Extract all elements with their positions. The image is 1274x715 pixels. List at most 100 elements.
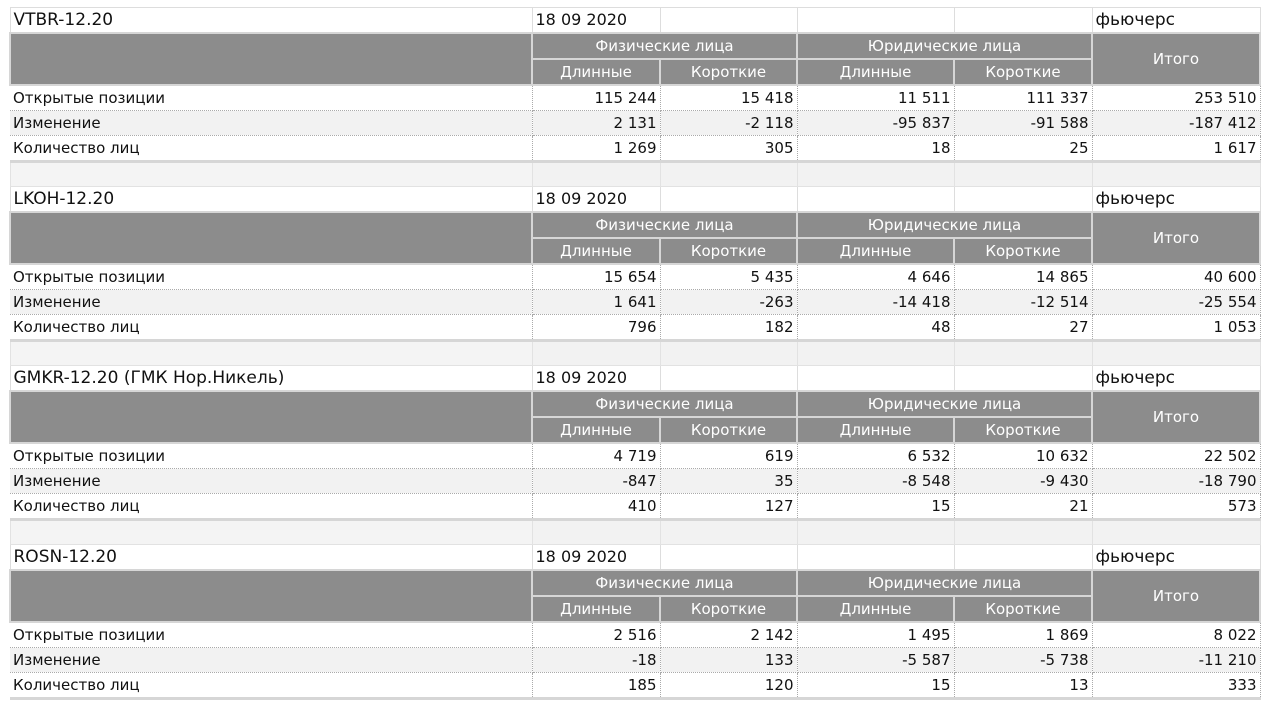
date-cell[interactable]: 18 09 2020: [531, 7, 661, 34]
empty-cell[interactable]: [953, 340, 1093, 366]
value-cell[interactable]: 410: [532, 493, 661, 521]
header-blank-cell[interactable]: [9, 569, 533, 623]
value-cell[interactable]: 120: [660, 672, 798, 700]
empty-cell[interactable]: [796, 365, 955, 392]
value-cell[interactable]: 15: [797, 672, 955, 700]
header-individuals[interactable]: Физические лица: [531, 390, 798, 418]
header-blank-cell[interactable]: [9, 32, 533, 86]
value-cell[interactable]: 573: [1092, 493, 1261, 521]
value-cell[interactable]: 4 719: [532, 443, 661, 469]
empty-cell[interactable]: [659, 340, 798, 366]
value-cell[interactable]: 115 244: [532, 85, 661, 111]
header-legal[interactable]: Юридические лица: [796, 211, 1093, 239]
type-cell[interactable]: фьючерс: [1091, 7, 1261, 34]
header-total[interactable]: Итого: [1091, 32, 1261, 86]
value-cell[interactable]: -847: [532, 468, 661, 494]
value-cell[interactable]: 11 511: [797, 85, 955, 111]
empty-cell[interactable]: [659, 186, 798, 213]
value-cell[interactable]: 2 142: [660, 622, 798, 648]
value-cell[interactable]: 1 269: [532, 135, 661, 163]
value-cell[interactable]: 1 495: [797, 622, 955, 648]
date-cell[interactable]: 18 09 2020: [531, 365, 661, 392]
value-cell[interactable]: 48: [797, 314, 955, 342]
value-cell[interactable]: 2 131: [532, 110, 661, 136]
empty-cell[interactable]: [659, 161, 798, 187]
value-cell[interactable]: 185: [532, 672, 661, 700]
empty-cell[interactable]: [531, 519, 661, 545]
row-label[interactable]: Количество лиц: [10, 135, 533, 163]
type-cell[interactable]: фьючерс: [1091, 544, 1261, 571]
ticker-cell[interactable]: VTBR-12.20: [9, 7, 533, 34]
empty-cell[interactable]: [796, 186, 955, 213]
value-cell[interactable]: 182: [660, 314, 798, 342]
header-short[interactable]: Короткие: [953, 58, 1093, 86]
value-cell[interactable]: 40 600: [1092, 264, 1261, 290]
value-cell[interactable]: 2 516: [532, 622, 661, 648]
empty-cell[interactable]: [796, 340, 955, 366]
value-cell[interactable]: 8 022: [1092, 622, 1261, 648]
header-long[interactable]: Длинные: [796, 237, 955, 265]
empty-cell[interactable]: [953, 186, 1093, 213]
value-cell[interactable]: 4 646: [797, 264, 955, 290]
value-cell[interactable]: 15: [797, 493, 955, 521]
ticker-cell[interactable]: LKOH-12.20: [9, 186, 533, 213]
row-label[interactable]: Открытые позиции: [10, 264, 533, 290]
value-cell[interactable]: -95 837: [797, 110, 955, 136]
header-legal[interactable]: Юридические лица: [796, 569, 1093, 597]
row-label[interactable]: Изменение: [10, 289, 533, 315]
value-cell[interactable]: -263: [660, 289, 798, 315]
row-label[interactable]: Изменение: [10, 468, 533, 494]
header-total[interactable]: Итого: [1091, 211, 1261, 265]
empty-cell[interactable]: [796, 7, 955, 34]
row-label[interactable]: Количество лиц: [10, 314, 533, 342]
ticker-cell[interactable]: ROSN-12.20: [9, 544, 533, 571]
header-long[interactable]: Длинные: [531, 58, 661, 86]
empty-cell[interactable]: [659, 365, 798, 392]
header-short[interactable]: Короткие: [659, 58, 798, 86]
ticker-cell[interactable]: GMKR-12.20 (ГМК Нор.Никель): [9, 365, 533, 392]
empty-cell[interactable]: [9, 519, 533, 545]
empty-cell[interactable]: [953, 519, 1093, 545]
empty-cell[interactable]: [9, 340, 533, 366]
header-long[interactable]: Длинные: [796, 58, 955, 86]
empty-cell[interactable]: [953, 365, 1093, 392]
row-label[interactable]: Изменение: [10, 110, 533, 136]
value-cell[interactable]: -2 118: [660, 110, 798, 136]
value-cell[interactable]: 127: [660, 493, 798, 521]
header-short[interactable]: Короткие: [953, 416, 1093, 444]
header-long[interactable]: Длинные: [531, 595, 661, 623]
empty-cell[interactable]: [1091, 340, 1261, 366]
value-cell[interactable]: -18 790: [1092, 468, 1261, 494]
header-long[interactable]: Длинные: [531, 416, 661, 444]
value-cell[interactable]: 22 502: [1092, 443, 1261, 469]
empty-cell[interactable]: [9, 161, 533, 187]
value-cell[interactable]: 305: [660, 135, 798, 163]
header-long[interactable]: Длинные: [531, 237, 661, 265]
value-cell[interactable]: 18: [797, 135, 955, 163]
value-cell[interactable]: 10 632: [954, 443, 1093, 469]
header-short[interactable]: Короткие: [659, 595, 798, 623]
type-cell[interactable]: фьючерс: [1091, 186, 1261, 213]
value-cell[interactable]: 15 654: [532, 264, 661, 290]
header-blank-cell[interactable]: [9, 211, 533, 265]
value-cell[interactable]: -5 738: [954, 647, 1093, 673]
value-cell[interactable]: 25: [954, 135, 1093, 163]
value-cell[interactable]: 14 865: [954, 264, 1093, 290]
value-cell[interactable]: 1 053: [1092, 314, 1261, 342]
header-individuals[interactable]: Физические лица: [531, 211, 798, 239]
header-short[interactable]: Короткие: [953, 237, 1093, 265]
empty-cell[interactable]: [1091, 519, 1261, 545]
value-cell[interactable]: 15 418: [660, 85, 798, 111]
value-cell[interactable]: 27: [954, 314, 1093, 342]
header-short[interactable]: Короткие: [953, 595, 1093, 623]
value-cell[interactable]: 253 510: [1092, 85, 1261, 111]
row-label[interactable]: Открытые позиции: [10, 443, 533, 469]
empty-cell[interactable]: [1091, 161, 1261, 187]
value-cell[interactable]: 133: [660, 647, 798, 673]
value-cell[interactable]: 5 435: [660, 264, 798, 290]
value-cell[interactable]: 1 641: [532, 289, 661, 315]
value-cell[interactable]: -11 210: [1092, 647, 1261, 673]
header-short[interactable]: Короткие: [659, 416, 798, 444]
header-individuals[interactable]: Физические лица: [531, 569, 798, 597]
type-cell[interactable]: фьючерс: [1091, 365, 1261, 392]
